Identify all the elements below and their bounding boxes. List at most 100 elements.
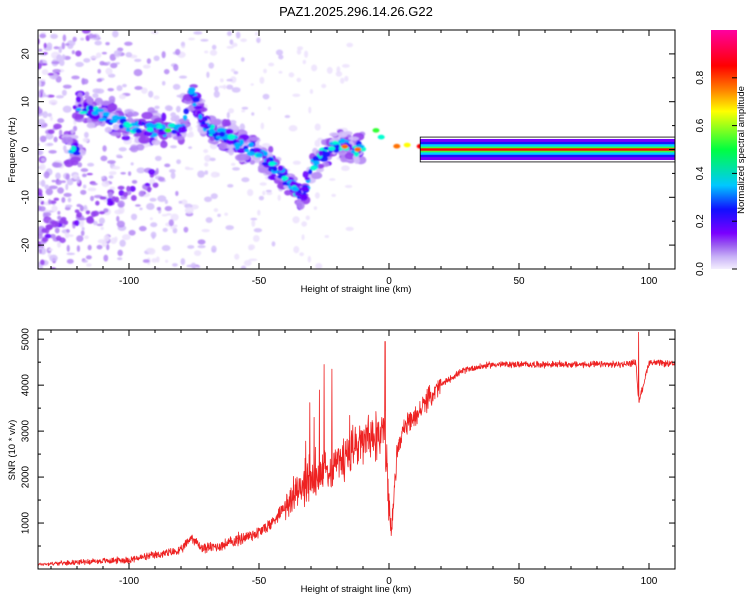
noise-spot xyxy=(201,229,210,233)
noise-spot xyxy=(284,115,291,119)
y-tick-label: 20 xyxy=(21,48,32,60)
noise-spot xyxy=(262,93,270,100)
noise-spot xyxy=(47,113,52,118)
noise-spot xyxy=(187,126,193,132)
noise-spot xyxy=(55,235,62,241)
noise-spot xyxy=(66,252,76,256)
y-tick-label: 4000 xyxy=(21,374,32,397)
noise-spot xyxy=(142,64,151,69)
noise-spot xyxy=(181,199,188,205)
noise-spot xyxy=(136,167,146,174)
noise-spot xyxy=(304,50,309,58)
noise-spot xyxy=(41,228,48,234)
x-tick-label: -50 xyxy=(252,276,267,287)
noise-spot xyxy=(59,59,65,67)
noise-spot xyxy=(53,197,60,201)
ridge-core xyxy=(236,147,246,154)
noise-spot xyxy=(116,220,125,228)
ridge-halo xyxy=(228,148,235,156)
spectrogram-ylabel: Frequency (Hz) xyxy=(7,117,18,182)
ridge-highlight xyxy=(393,143,401,149)
noise-spot xyxy=(219,78,224,83)
ridge-core xyxy=(118,124,124,129)
noise-spot xyxy=(217,213,221,217)
noise-spot xyxy=(103,234,110,242)
noise-spot xyxy=(42,94,50,98)
noise-spot xyxy=(130,194,137,201)
noise-spot xyxy=(138,190,145,197)
noise-spot xyxy=(308,106,312,114)
noise-spot xyxy=(190,262,197,269)
noise-spot xyxy=(230,68,236,73)
noise-spot xyxy=(149,217,153,221)
ridge-halo xyxy=(329,132,339,137)
noise-spot xyxy=(78,220,85,224)
noise-spot xyxy=(341,165,350,172)
noise-spot xyxy=(54,222,60,227)
noise-spot xyxy=(80,230,85,236)
ridge-halo xyxy=(225,119,231,127)
noise-spot xyxy=(66,258,74,264)
ridge-halo xyxy=(249,136,260,141)
noise-spot xyxy=(87,162,95,167)
noise-spot xyxy=(211,44,217,50)
noise-spot xyxy=(114,209,123,215)
noise-spot xyxy=(204,196,212,203)
noise-spot xyxy=(75,50,82,57)
noise-spot xyxy=(180,258,186,266)
noise-spot xyxy=(186,132,194,138)
ridge-core xyxy=(226,138,234,145)
noise-spot xyxy=(48,150,57,154)
ridge-highlight xyxy=(125,123,133,128)
noise-spot xyxy=(175,48,181,56)
noise-spot xyxy=(278,54,284,60)
noise-spot xyxy=(62,34,67,42)
noise-spot xyxy=(252,235,260,243)
noise-spot xyxy=(181,45,186,49)
noise-spot xyxy=(150,231,157,239)
noise-spot xyxy=(265,189,272,193)
noise-spot xyxy=(71,50,75,55)
ridge-halo xyxy=(235,154,246,162)
noise-spot xyxy=(305,215,310,221)
noise-spot xyxy=(340,77,345,84)
x-tick-label: -50 xyxy=(252,576,267,587)
noise-spot xyxy=(296,49,302,55)
noise-spot xyxy=(42,52,48,55)
noise-spot xyxy=(165,259,169,263)
noise-spot xyxy=(164,206,173,212)
noise-spot xyxy=(131,179,138,184)
noise-spot xyxy=(168,169,176,173)
noise-spot xyxy=(134,85,143,91)
noise-spot xyxy=(85,210,91,215)
noise-spot xyxy=(292,160,301,165)
noise-spot xyxy=(247,189,254,197)
noise-spot xyxy=(57,215,62,220)
noise-spot xyxy=(41,237,49,243)
noise-spot xyxy=(107,87,115,92)
noise-spot xyxy=(47,72,54,76)
colorbar-tick-label: 0.2 xyxy=(695,214,706,228)
noise-spot xyxy=(107,61,111,65)
noise-spot xyxy=(41,69,49,75)
ridge-highlight xyxy=(291,186,299,192)
noise-spot xyxy=(76,176,80,184)
ridge-core xyxy=(299,194,308,201)
noise-spot xyxy=(331,193,336,197)
y-tick-label: 0 xyxy=(21,146,32,152)
ridge-halo xyxy=(141,111,154,120)
noise-spot xyxy=(51,61,61,65)
noise-spot xyxy=(173,63,179,72)
snr-ticks: -100 -50 0 50 100 1000 2000 3000 4000 5000 xyxy=(21,328,676,587)
ridge-core xyxy=(192,102,197,107)
ridge-core xyxy=(192,97,200,103)
noise-spot xyxy=(118,202,124,208)
noise-spot xyxy=(240,38,247,43)
noise-spot xyxy=(101,176,105,179)
noise-spot xyxy=(49,233,56,239)
ridge-core xyxy=(277,165,284,172)
noise-spot xyxy=(103,254,109,262)
noise-spot xyxy=(125,52,133,58)
noise-spot xyxy=(97,69,101,74)
noise-spot xyxy=(162,227,168,233)
